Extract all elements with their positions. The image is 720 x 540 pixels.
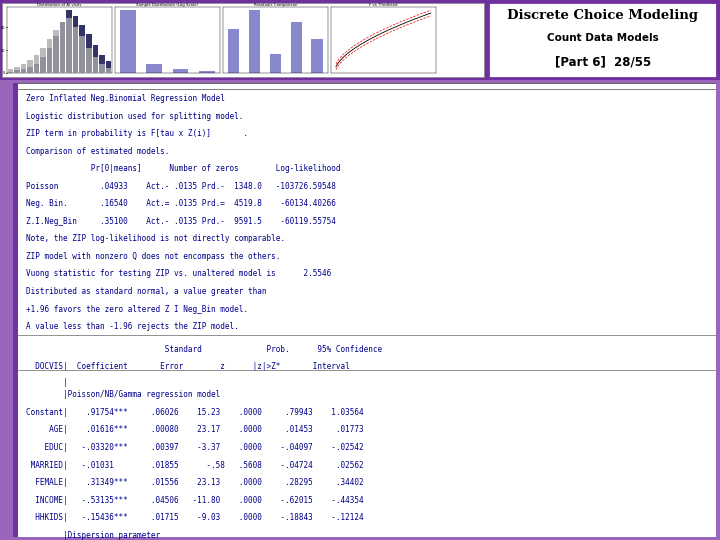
Bar bbox=[228, 29, 240, 73]
Text: |Dispersion parameter: |Dispersion parameter bbox=[26, 530, 160, 539]
Text: Count Data Models: Count Data Models bbox=[546, 32, 659, 43]
Bar bbox=[106, 68, 111, 73]
Text: Distributed as standard normal, a value greater than: Distributed as standard normal, a value … bbox=[26, 287, 266, 296]
Bar bbox=[86, 34, 91, 73]
Text: Constant|    .91754***     .06026    15.23    .0000     .79943    1.03564: Constant| .91754*** .06026 15.23 .0000 .… bbox=[26, 408, 364, 417]
Bar bbox=[27, 60, 33, 73]
Title: Sample Distribution (Log Scale): Sample Distribution (Log Scale) bbox=[136, 3, 199, 7]
Text: +1.96 favors the zero altered Z I Neg_Bin model.: +1.96 favors the zero altered Z I Neg_Bi… bbox=[26, 305, 248, 314]
Bar bbox=[47, 48, 53, 73]
Bar bbox=[53, 30, 59, 73]
Title: F vs. Predicted: F vs. Predicted bbox=[369, 3, 397, 7]
Bar bbox=[14, 67, 19, 73]
Text: Z.I.Neg_Bin     .35100    Act.- .0135 Prd.-  9591.5    -60119.55754: Z.I.Neg_Bin .35100 Act.- .0135 Prd.- 959… bbox=[26, 217, 336, 226]
Bar bbox=[60, 22, 66, 73]
Bar bbox=[86, 48, 91, 73]
Bar bbox=[173, 69, 189, 73]
Bar bbox=[21, 64, 27, 73]
Text: Vuong statistic for testing ZIP vs. unaltered model is      2.5546: Vuong statistic for testing ZIP vs. unal… bbox=[26, 269, 331, 279]
Bar bbox=[99, 64, 104, 73]
Text: AGE|    .01616***     .00080    23.17    .0000     .01453     .01773: AGE| .01616*** .00080 23.17 .0000 .01453… bbox=[26, 426, 364, 435]
Text: |Poisson/NB/Gamma regression model: |Poisson/NB/Gamma regression model bbox=[26, 390, 220, 400]
Bar bbox=[73, 28, 78, 73]
Bar bbox=[249, 10, 260, 73]
Bar bbox=[40, 48, 46, 73]
Text: HHKIDS|   -.15436***     .01715    -9.03    .0000    -.18843    -.12124: HHKIDS| -.15436*** .01715 -9.03 .0000 -.… bbox=[26, 513, 364, 522]
Bar bbox=[79, 36, 85, 73]
Text: Discrete Choice Modeling: Discrete Choice Modeling bbox=[507, 10, 698, 23]
Bar bbox=[99, 55, 104, 73]
Text: Comparison of estimated models.: Comparison of estimated models. bbox=[26, 147, 169, 156]
Bar bbox=[79, 25, 85, 73]
Bar bbox=[270, 54, 281, 73]
Bar bbox=[2, 3, 484, 77]
Title: Distribution of Ai visits: Distribution of Ai visits bbox=[37, 3, 81, 7]
Bar bbox=[199, 71, 215, 73]
Text: DOCVIS|  Coefficient       Error        z      |z|>Z*       Interval: DOCVIS| Coefficient Error z |z|>Z* Inter… bbox=[26, 362, 349, 372]
Text: FEMALE|    .31349***     .01556    23.13    .0000     .28295     .34402: FEMALE| .31349*** .01556 23.13 .0000 .28… bbox=[26, 478, 364, 487]
Bar bbox=[66, 10, 72, 73]
Bar bbox=[488, 2, 717, 78]
Text: INCOME|   -.53135***     .04506   -11.80    .0000    -.62015    -.44354: INCOME| -.53135*** .04506 -11.80 .0000 -… bbox=[26, 496, 364, 504]
Bar bbox=[14, 70, 19, 73]
Bar bbox=[60, 22, 66, 73]
Text: Note, the ZIP log-likelihood is not directly comparable.: Note, the ZIP log-likelihood is not dire… bbox=[26, 234, 284, 244]
Text: |: | bbox=[26, 378, 67, 387]
Text: ZIP term in probability is F[tau x Z(i)]       .: ZIP term in probability is F[tau x Z(i)]… bbox=[26, 130, 248, 138]
Bar bbox=[34, 64, 40, 73]
Text: EDUC|   -.03320***     .00397    -3.37    .0000    -.04097    -.02542: EDUC| -.03320*** .00397 -3.37 .0000 -.04… bbox=[26, 443, 364, 452]
Bar bbox=[92, 45, 98, 73]
Bar bbox=[27, 67, 33, 73]
Bar bbox=[146, 64, 162, 73]
Bar bbox=[311, 39, 323, 73]
Text: Neg. Bin.       .16540    Act.= .0135 Prd.=  4519.8    -60134.40266: Neg. Bin. .16540 Act.= .0135 Prd.= 4519.… bbox=[26, 199, 336, 208]
Text: A value less than -1.96 rejects the ZIP model.: A value less than -1.96 rejects the ZIP … bbox=[26, 322, 238, 331]
Bar bbox=[53, 36, 59, 73]
Text: [Part 6]  28/55: [Part 6] 28/55 bbox=[554, 55, 651, 68]
Bar bbox=[21, 69, 27, 73]
Bar bbox=[34, 55, 40, 73]
Text: MARRIED|   -.01031        .01855      -.58   .5608    -.04724     .02562: MARRIED| -.01031 .01855 -.58 .5608 -.047… bbox=[26, 461, 364, 469]
Bar bbox=[8, 72, 13, 73]
Bar bbox=[92, 57, 98, 73]
Bar bbox=[8, 69, 13, 73]
Bar bbox=[120, 10, 136, 73]
Bar bbox=[13, 83, 18, 537]
Text: Zero Inflated Neg.Binomial Regression Model: Zero Inflated Neg.Binomial Regression Mo… bbox=[26, 94, 225, 104]
Title: Residuals Comparison: Residuals Comparison bbox=[253, 3, 297, 7]
Text: ZIP model with nonzero Q does not encompass the others.: ZIP model with nonzero Q does not encomp… bbox=[26, 252, 280, 261]
Text: Poisson         .04933    Act.- .0135 Prd.-  1348.0   -103726.59548: Poisson .04933 Act.- .0135 Prd.- 1348.0 … bbox=[26, 182, 336, 191]
Text: Pr[0|means]      Number of zeros        Log-likelihood: Pr[0|means] Number of zeros Log-likeliho… bbox=[26, 165, 340, 173]
Bar bbox=[66, 18, 72, 73]
Bar bbox=[73, 16, 78, 73]
Text: Logistic distribution used for splitting model.: Logistic distribution used for splitting… bbox=[26, 112, 243, 121]
Bar bbox=[106, 62, 111, 73]
Bar bbox=[40, 57, 46, 73]
Bar bbox=[291, 22, 302, 73]
Text: Standard              Prob.      95% Confidence: Standard Prob. 95% Confidence bbox=[26, 345, 382, 354]
Bar bbox=[47, 39, 53, 73]
